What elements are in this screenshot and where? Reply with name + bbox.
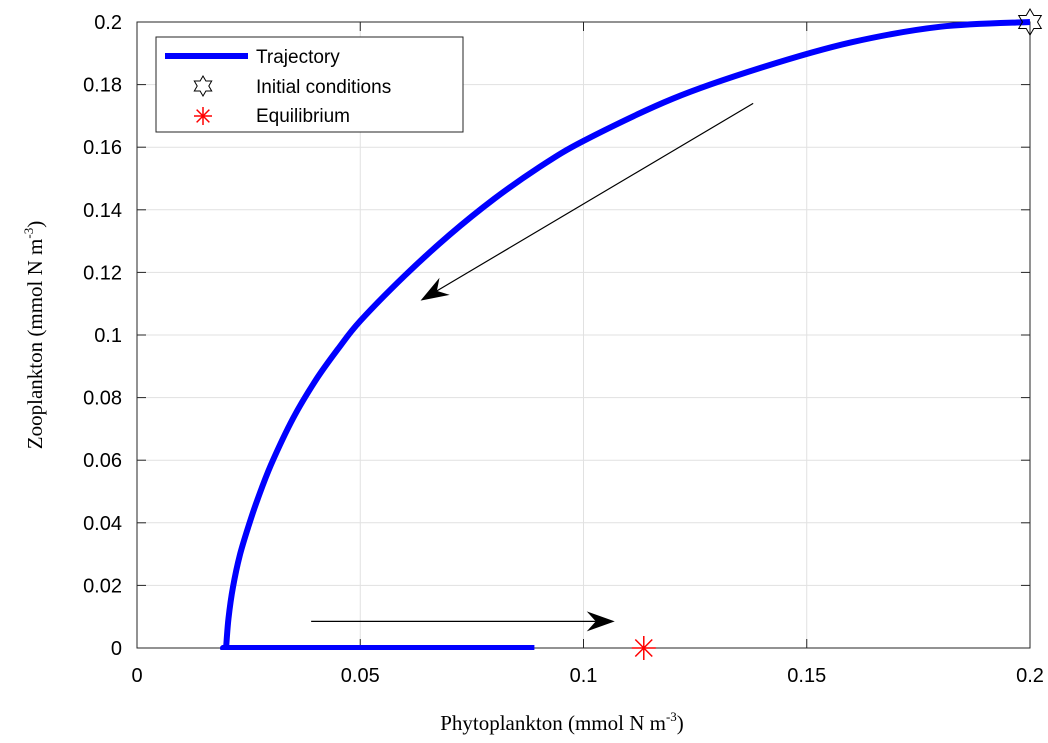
asterisk-icon (194, 107, 212, 125)
tick-labels: 0 0.05 0.1 0.15 0.2 0 0.02 0.04 0.06 0.08 0.1 0.12 0… (83, 12, 1044, 687)
y-tick-label: 0 (111, 638, 122, 660)
x-tick-label: 0.2 (1016, 665, 1044, 687)
y-tick-label: 0.06 (83, 450, 122, 472)
y-tick-label: 0.12 (83, 262, 122, 284)
x-tick-label: 0.15 (787, 665, 826, 687)
trajectory-line (219, 19, 1031, 650)
series-layer (219, 19, 1031, 650)
hexagram-icon (193, 75, 213, 97)
legend-label-equilibrium: Equilibrium (256, 106, 350, 127)
ticks (136, 21, 1031, 649)
legend: Trajectory Initial conditions Equilibriu… (155, 36, 464, 133)
y-tick-label: 0.18 (83, 75, 122, 97)
legend-label-initial-conditions: Initial conditions (256, 77, 391, 98)
x-axis-title: Phytoplankton (mmol N m-3) (440, 709, 684, 735)
arrow-head (586, 611, 615, 632)
initial-conditions-marker (1017, 8, 1043, 36)
x-tick-label: 0.1 (570, 665, 598, 687)
y-axis-title: Zooplankton (mmol N m-3) (21, 221, 47, 449)
annotation-arrows (311, 102, 754, 632)
y-tick-label: 0.08 (83, 388, 122, 410)
hexagram-icon (193, 75, 213, 97)
arrow-shaft (436, 102, 754, 292)
y-tick-label: 0.02 (83, 575, 122, 597)
x-tick-label: 0.05 (341, 665, 380, 687)
y-tick-label: 0.14 (83, 200, 122, 222)
y-tick-label: 0.1 (94, 325, 122, 347)
x-tick-label: 0 (131, 665, 142, 687)
y-tick-label: 0.2 (94, 12, 122, 34)
asterisk-icon (194, 107, 212, 125)
y-tick-label: 0.04 (83, 513, 122, 535)
y-tick-label: 0.16 (83, 137, 122, 159)
legend-label-trajectory: Trajectory (256, 47, 340, 68)
markers (631, 8, 1043, 660)
arrow-head (420, 277, 450, 301)
grid (136, 21, 1031, 649)
equilibrium-marker (631, 636, 656, 660)
